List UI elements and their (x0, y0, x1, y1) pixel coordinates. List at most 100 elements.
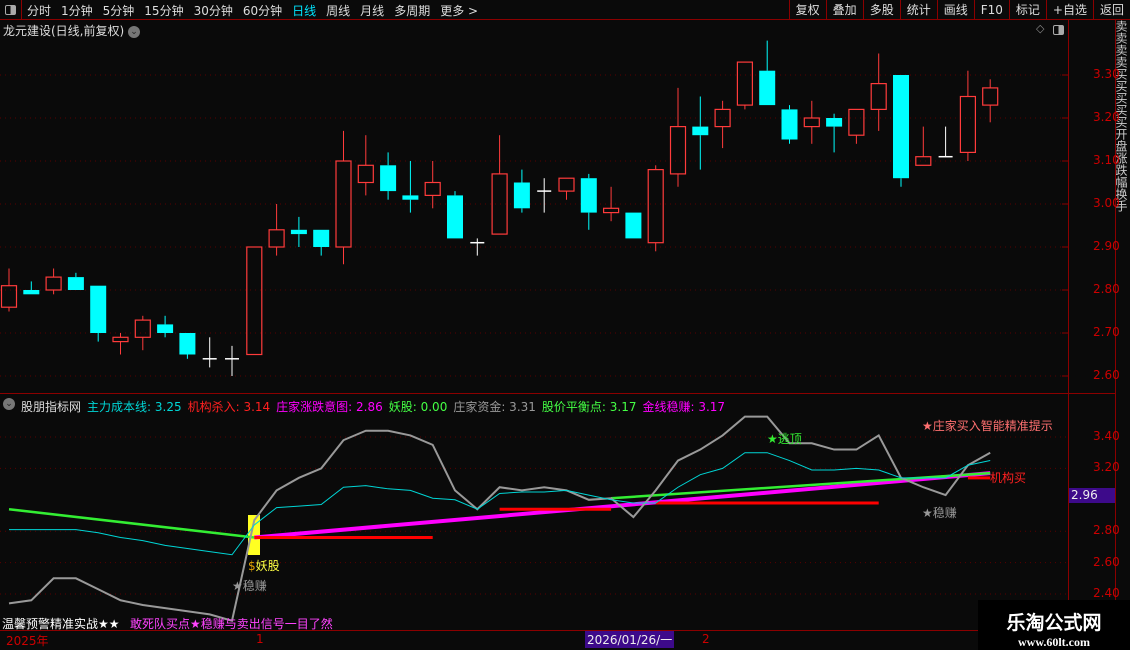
candle-body (826, 118, 843, 127)
candle-body (402, 195, 419, 200)
price-tick: 3.30 (1093, 67, 1120, 81)
candle-body (714, 108, 731, 128)
candle (313, 229, 330, 256)
candle-body (602, 207, 620, 214)
quote-side-strip: 卖卖卖卖买买买买买开盘涨跌幅换手 (1116, 20, 1128, 212)
cursor-date: 2026/01/26/一 (585, 631, 675, 648)
layout-toggle-button[interactable] (0, 0, 22, 20)
period-tab[interactable]: 5分钟 (102, 3, 135, 18)
period-tab[interactable]: 30分钟 (193, 3, 233, 18)
indicator-tick: 3.20 (1093, 460, 1120, 475)
candle (537, 178, 552, 213)
candle (268, 204, 285, 256)
institution-buy-signal: 机构买 (990, 471, 1027, 485)
period-tab[interactable]: 更多 > (440, 3, 479, 18)
candle (580, 173, 597, 230)
candle (826, 113, 843, 153)
candle-body (246, 246, 263, 356)
axis-divider (1115, 20, 1116, 630)
candle (67, 272, 84, 290)
period-tab[interactable]: 分时 (27, 3, 52, 18)
candle-body (625, 212, 642, 239)
series-line-banker-funds (8, 415, 991, 622)
candle (558, 177, 575, 200)
chevron-down-icon[interactable]: ⌄ (128, 25, 141, 38)
indicator-tick: 3.40 (1093, 429, 1120, 443)
candle (179, 333, 196, 359)
legend-item: 妖股: 0.00 (388, 400, 448, 414)
candle (357, 135, 374, 196)
candle (112, 333, 129, 355)
candle (157, 315, 174, 338)
panel-divider[interactable] (0, 393, 1115, 394)
date-month-2: 2 (702, 632, 710, 646)
period-tab[interactable]: 多周期 (394, 3, 431, 18)
legend-item: 股价平衡点: 3.17 (541, 400, 637, 414)
price-tick: 3.20 (1093, 110, 1120, 124)
period-tab[interactable]: 1分钟 (61, 3, 93, 18)
period-tab[interactable]: 周线 (326, 3, 351, 18)
price-tick: 2.70 (1093, 325, 1120, 339)
monster-stock-signal: $妖股 (248, 557, 280, 574)
tool-button[interactable]: 复权 (788, 0, 826, 20)
panel-icon[interactable] (1053, 25, 1064, 35)
candle-body (112, 336, 129, 343)
indicator-tick: 2.40 (1093, 586, 1120, 600)
candle-body (90, 285, 107, 333)
candle-body (781, 109, 798, 140)
candle (0, 268, 18, 312)
period-tab[interactable]: 月线 (360, 3, 385, 18)
candle (424, 161, 441, 209)
candle (848, 108, 865, 144)
balance-line (254, 471, 991, 540)
period-tab[interactable]: 15分钟 (144, 3, 184, 18)
candle (982, 79, 999, 123)
top-toolbar: 分时 1分钟 5分钟 15分钟 30分钟 60分钟 日线 周线 月线 多周期 更多 > 复权 叠加 多股… (0, 0, 1130, 20)
tool-button[interactable]: F10 (973, 0, 1009, 20)
tool-button[interactable]: 统计 (899, 0, 937, 20)
diamond-icon[interactable]: ◇ (1036, 22, 1045, 35)
candle (625, 212, 642, 239)
candle (759, 40, 776, 106)
tool-button[interactable]: 返回 (1092, 0, 1130, 20)
candle (714, 100, 731, 149)
candlestick-chart[interactable] (0, 20, 1068, 393)
tool-button[interactable]: 叠加 (825, 0, 863, 20)
indicator-legend: ⌄ 股朋指标网 主力成本线: 3.25 机构杀入: 3.14 庄家涨跌意图: 2.8… (3, 398, 725, 415)
candle-body (692, 126, 709, 136)
candle (893, 75, 909, 187)
candle (290, 216, 307, 247)
candle-body (870, 82, 887, 110)
indicator-chart[interactable] (0, 395, 1068, 630)
price-tick: 3.10 (1093, 153, 1120, 167)
price-tick: 2.80 (1093, 282, 1120, 296)
candle (959, 70, 977, 161)
price-tick: 3.00 (1093, 196, 1120, 210)
tool-button[interactable]: 画线 (936, 0, 974, 20)
candle-body (424, 181, 441, 196)
chevron-down-icon[interactable]: ⌄ (3, 398, 15, 410)
current-value-label: 2.96 (1069, 488, 1115, 503)
indicator-tick: 2.60 (1093, 554, 1120, 569)
tool-button[interactable]: +自选 (1045, 0, 1093, 20)
indicator-name[interactable]: 股朋指标网 (21, 400, 82, 414)
legend-item: 庄家涨跌意图: 2.86 (276, 400, 383, 414)
stock-title-text: 龙元建设(日线,前复权) (3, 24, 125, 38)
period-tab[interactable]: 60分钟 (242, 3, 283, 18)
candle (470, 238, 485, 256)
price-tick: 2.90 (1093, 239, 1120, 253)
candle (915, 126, 932, 166)
tool-button[interactable]: 标记 (1008, 0, 1046, 20)
candle-body (647, 169, 664, 244)
candle-body (23, 290, 40, 295)
tool-button[interactable]: 多股 (862, 0, 900, 20)
tool-buttons: 复权 叠加 多股 统计 画线 F10 标记 +自选 返回 (788, 0, 1130, 20)
candle-body (491, 173, 508, 235)
candle-body (915, 156, 932, 166)
candle-body (313, 229, 330, 247)
candle (134, 315, 151, 351)
candle-body (134, 319, 151, 338)
candle (380, 152, 397, 200)
candle-body (959, 95, 977, 154)
period-tab[interactable]: 日线 (292, 3, 317, 18)
